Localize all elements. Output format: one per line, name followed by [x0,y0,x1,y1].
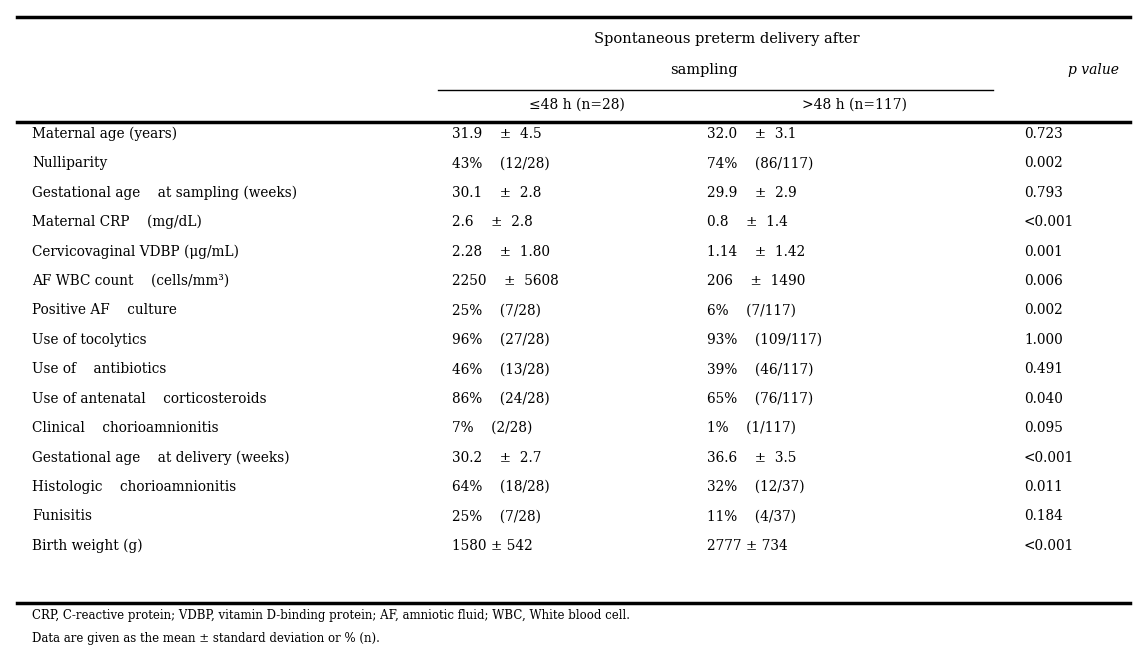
Text: Nulliparity: Nulliparity [32,157,108,170]
Text: 0.8    ±  1.4: 0.8 ± 1.4 [707,215,788,229]
Text: Spontaneous preterm delivery after: Spontaneous preterm delivery after [594,32,859,45]
Text: AF WBC count    (cells/mm³): AF WBC count (cells/mm³) [32,274,229,288]
Text: ≤48 h (n=28): ≤48 h (n=28) [529,98,625,112]
Text: <0.001: <0.001 [1024,215,1074,229]
Text: 1.14    ±  1.42: 1.14 ± 1.42 [707,245,805,258]
Text: Maternal CRP    (mg/dL): Maternal CRP (mg/dL) [32,215,201,229]
Text: 39%    (46/117): 39% (46/117) [707,363,813,376]
Text: 2.6    ±  2.8: 2.6 ± 2.8 [452,215,533,229]
Text: Use of tocolytics: Use of tocolytics [32,333,146,347]
Text: 0.491: 0.491 [1024,363,1063,376]
Text: Maternal age (years): Maternal age (years) [32,126,177,141]
Text: 7%    (2/28): 7% (2/28) [452,421,532,435]
Text: Cervicovaginal VDBP (μg/mL): Cervicovaginal VDBP (μg/mL) [32,244,239,259]
Text: 30.1    ±  2.8: 30.1 ± 2.8 [452,186,541,199]
Text: Use of antenatal    corticosteroids: Use of antenatal corticosteroids [32,392,267,405]
Text: 30.2    ±  2.7: 30.2 ± 2.7 [452,451,541,464]
Text: 0.793: 0.793 [1024,186,1063,199]
Text: 25%    (7/28): 25% (7/28) [452,304,541,317]
Text: 1.000: 1.000 [1024,333,1063,347]
Text: 74%    (86/117): 74% (86/117) [707,157,813,170]
Text: >48 h (n=117): >48 h (n=117) [802,98,907,112]
Text: Gestational age    at sampling (weeks): Gestational age at sampling (weeks) [32,185,297,200]
Text: Histologic    chorioamnionitis: Histologic chorioamnionitis [32,480,237,494]
Text: 96%    (27/28): 96% (27/28) [452,333,549,347]
Text: 2.28    ±  1.80: 2.28 ± 1.80 [452,245,550,258]
Text: 0.723: 0.723 [1024,127,1063,140]
Text: 65%    (76/117): 65% (76/117) [707,392,813,405]
Text: <0.001: <0.001 [1024,451,1074,464]
Text: CRP, C-reactive protein; VDBP, vitamin D-binding protein; AF, amniotic fluid; WB: CRP, C-reactive protein; VDBP, vitamin D… [32,609,630,622]
Text: Funisitis: Funisitis [32,510,92,523]
Text: 31.9    ±  4.5: 31.9 ± 4.5 [452,127,541,140]
Text: 0.006: 0.006 [1024,274,1063,288]
Text: p value: p value [1067,64,1119,77]
Text: 1580 ± 542: 1580 ± 542 [452,539,533,553]
Text: Gestational age    at delivery (weeks): Gestational age at delivery (weeks) [32,450,289,465]
Text: 32%    (12/37): 32% (12/37) [707,480,804,494]
Text: 0.011: 0.011 [1024,480,1063,494]
Text: 1%    (1/117): 1% (1/117) [707,421,796,435]
Text: 2777 ± 734: 2777 ± 734 [707,539,788,553]
Text: sampling: sampling [669,64,738,77]
Text: Use of    antibiotics: Use of antibiotics [32,363,166,376]
Text: 46%    (13/28): 46% (13/28) [452,363,549,376]
Text: Clinical    chorioamnionitis: Clinical chorioamnionitis [32,421,219,435]
Text: Positive AF    culture: Positive AF culture [32,304,177,317]
Text: 93%    (109/117): 93% (109/117) [707,333,823,347]
Text: 25%    (7/28): 25% (7/28) [452,510,541,523]
Text: 64%    (18/28): 64% (18/28) [452,480,549,494]
Text: 43%    (12/28): 43% (12/28) [452,157,549,170]
Text: 29.9    ±  2.9: 29.9 ± 2.9 [707,186,796,199]
Text: 0.184: 0.184 [1024,510,1063,523]
Text: <0.001: <0.001 [1024,539,1074,553]
Text: 86%    (24/28): 86% (24/28) [452,392,549,405]
Text: 2250    ±  5608: 2250 ± 5608 [452,274,558,288]
Text: 0.002: 0.002 [1024,157,1063,170]
Text: 0.001: 0.001 [1024,245,1063,258]
Text: 0.095: 0.095 [1024,421,1063,435]
Text: 6%    (7/117): 6% (7/117) [707,304,796,317]
Text: 36.6    ±  3.5: 36.6 ± 3.5 [707,451,796,464]
Text: 0.040: 0.040 [1024,392,1063,405]
Text: 206    ±  1490: 206 ± 1490 [707,274,805,288]
Text: Birth weight (g): Birth weight (g) [32,539,143,553]
Text: Data are given as the mean ± standard deviation or % (n).: Data are given as the mean ± standard de… [32,632,380,645]
Text: 0.002: 0.002 [1024,304,1063,317]
Text: 11%    (4/37): 11% (4/37) [707,510,796,523]
Text: 32.0    ±  3.1: 32.0 ± 3.1 [707,127,796,140]
